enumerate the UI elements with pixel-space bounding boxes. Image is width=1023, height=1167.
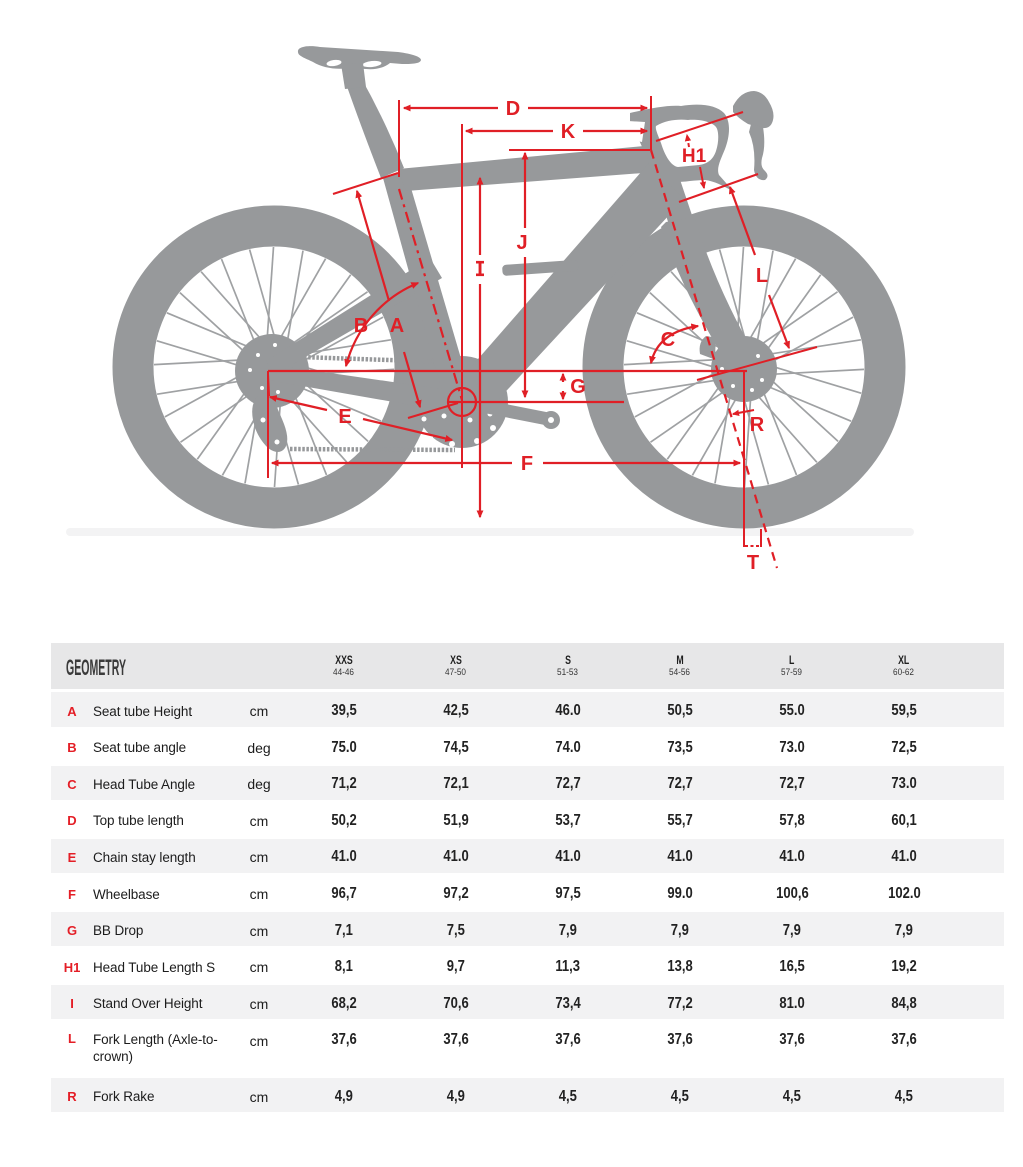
svg-text:E: E [338,406,351,428]
svg-text:B: B [354,315,368,337]
svg-text:J: J [516,232,527,254]
svg-text:C: C [661,329,675,351]
svg-text:I: I [477,259,483,281]
svg-text:H1: H1 [682,146,707,167]
svg-text:K: K [561,121,576,143]
svg-text:D: D [506,98,520,120]
svg-text:G: G [570,376,586,398]
svg-text:A: A [390,315,404,337]
svg-text:F: F [521,453,533,475]
svg-text:L: L [756,265,768,287]
svg-text:R: R [750,414,765,436]
svg-text:T: T [747,552,759,574]
